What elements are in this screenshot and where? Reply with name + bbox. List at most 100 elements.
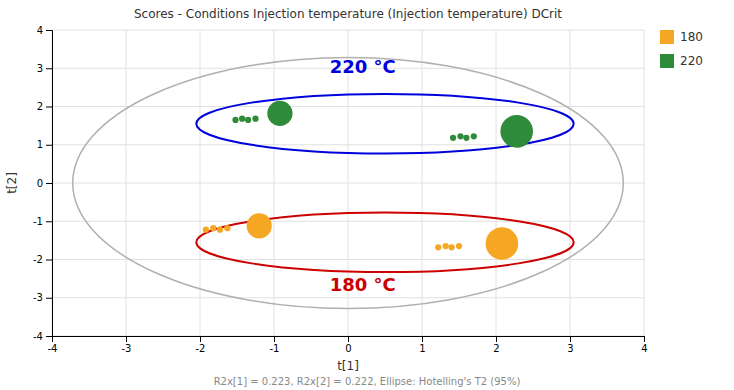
marks — [73, 58, 624, 309]
point — [203, 227, 209, 233]
x-axis: -4 -3 -2 -1 0 1 2 3 4 — [48, 336, 648, 354]
tick-mark — [348, 336, 349, 342]
point — [247, 213, 272, 238]
legend-swatch — [660, 54, 674, 68]
tick: 3 — [567, 336, 573, 354]
point — [463, 135, 469, 141]
tick: 1 — [419, 336, 425, 354]
tick: -3 — [33, 292, 52, 303]
tick-mark — [200, 336, 201, 342]
ellipse — [196, 94, 573, 154]
tick: 0 — [37, 178, 52, 189]
legend: 180 220 — [660, 30, 703, 68]
tick: 2 — [493, 336, 499, 354]
tick: 1 — [37, 139, 52, 150]
axis-line — [53, 337, 645, 343]
chart: -4 -3 -2 -1 0 1 2 3 4 -4 -3 -2 -1 0 1 2 3 4 220 °C 180 °C Sc… — [0, 0, 734, 390]
tick-mark — [644, 336, 645, 342]
tick: -4 — [48, 336, 58, 354]
tick-label: -1 — [33, 216, 43, 227]
tick-mark — [126, 336, 127, 342]
legend-item: 220 — [660, 54, 703, 68]
tick-mark — [46, 30, 52, 31]
point — [217, 227, 223, 233]
legend-label: 220 — [680, 54, 703, 68]
grid-line — [52, 106, 644, 107]
tick-label: 3 — [567, 343, 573, 354]
annotation: 180 °C — [330, 274, 396, 295]
tick-label: 2 — [493, 343, 499, 354]
tick-label: -1 — [270, 343, 280, 354]
tick-label: 1 — [37, 139, 43, 150]
tick-mark — [46, 107, 52, 108]
tick: 4 — [37, 25, 52, 36]
tick-label: 4 — [641, 343, 647, 354]
point — [232, 117, 238, 123]
tick-mark — [422, 336, 423, 342]
tick: -3 — [122, 336, 132, 354]
point — [252, 116, 258, 122]
tick-mark — [496, 336, 497, 342]
grid — [52, 30, 644, 336]
tick: 3 — [37, 63, 52, 74]
point — [486, 227, 519, 260]
ellipse — [196, 212, 573, 272]
point — [443, 243, 449, 249]
tick-label: 0 — [37, 178, 43, 189]
tick-mark — [46, 336, 52, 337]
tick-label: 0 — [345, 343, 351, 354]
tick-label: -3 — [122, 343, 132, 354]
point — [267, 101, 292, 126]
tick: 0 — [345, 336, 351, 354]
tick: 2 — [37, 101, 52, 112]
tick-label: 4 — [37, 25, 43, 36]
grid-line — [52, 30, 644, 31]
title: Scores - Conditions Injection temperatur… — [134, 7, 562, 21]
legend-label: 180 — [680, 30, 703, 44]
point — [448, 244, 454, 250]
grid-line — [52, 259, 644, 260]
point — [450, 135, 456, 141]
tick: 4 — [641, 336, 647, 354]
tick-label: -2 — [196, 343, 206, 354]
tick-label: 1 — [419, 343, 425, 354]
footnote: R2x[1] = 0.223, R2x[2] = 0.222, Ellipse:… — [214, 376, 521, 387]
series — [203, 213, 518, 260]
tick-mark — [570, 336, 571, 342]
tick-label: -4 — [33, 331, 43, 342]
tick-mark — [46, 145, 52, 146]
grid-line — [52, 183, 644, 184]
tick-label: -4 — [48, 343, 58, 354]
legend-item: 180 — [660, 30, 703, 44]
point — [210, 225, 216, 231]
point — [456, 243, 462, 249]
tick-mark — [46, 260, 52, 261]
tick-label: -2 — [33, 254, 43, 265]
legend-swatch — [660, 30, 674, 44]
series — [232, 101, 533, 148]
x-axis-title: t[1] — [337, 359, 359, 373]
point — [435, 244, 441, 250]
tick-label: 3 — [37, 63, 43, 74]
tick: -4 — [33, 331, 52, 342]
tick-mark — [46, 221, 52, 222]
grid-line — [52, 144, 644, 145]
grid-line — [52, 221, 644, 222]
point — [239, 116, 245, 122]
y-axis: -4 -3 -2 -1 0 1 2 3 4 — [33, 25, 52, 342]
tick-mark — [46, 68, 52, 69]
y-axis-title: t[2] — [5, 172, 19, 194]
ellipse — [73, 58, 624, 309]
tick-label: 2 — [37, 101, 43, 112]
point — [457, 133, 463, 139]
tick-mark — [274, 336, 275, 342]
tick: -2 — [33, 254, 52, 265]
axis-line — [46, 31, 53, 337]
tick: -1 — [33, 216, 52, 227]
tick: -1 — [270, 336, 280, 354]
tick-label: -3 — [33, 292, 43, 303]
grid-line — [52, 297, 644, 298]
annotation: 220 °C — [330, 56, 396, 77]
point — [245, 117, 251, 123]
tick-mark — [46, 183, 52, 184]
